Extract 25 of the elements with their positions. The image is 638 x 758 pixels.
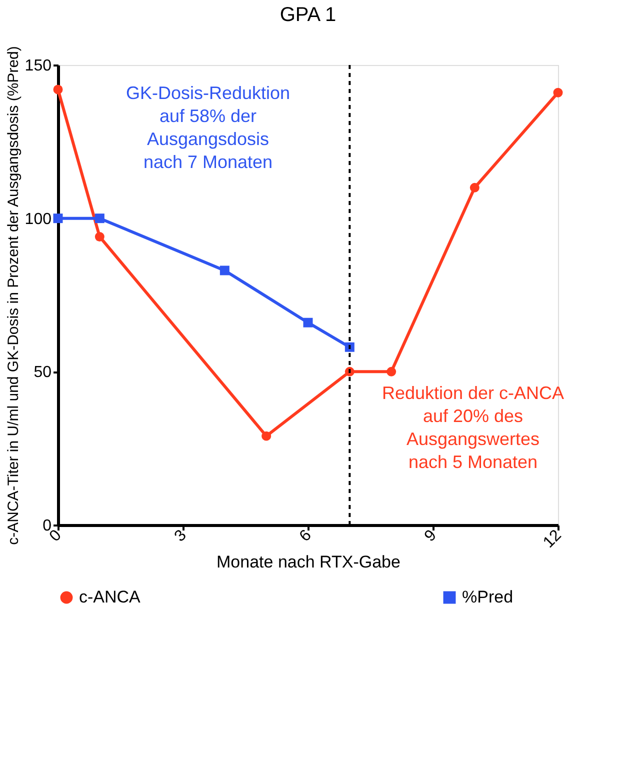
y-tick-label: 50 (34, 364, 52, 382)
chart-title: GPA 1 (280, 4, 336, 26)
annotation: GK-Dosis-Reduktion auf 58% der Ausgangsdosis nach 7 Monaten (126, 83, 290, 172)
x-axis-title: Monate nach RTX-Gabe (216, 552, 400, 572)
point (303, 318, 313, 328)
x-tick-label: 12 (540, 526, 565, 552)
y-tick-label: 150 (24, 58, 52, 74)
point (553, 88, 563, 98)
point (470, 182, 480, 192)
point (220, 266, 230, 276)
annotation: Reduktion der c-ANCA auf 20% des Ausgangswertes nach 5 Monaten (382, 383, 564, 472)
point (262, 431, 272, 441)
x-tick-label: 6 (296, 526, 315, 546)
y-tick-label: 100 (24, 210, 52, 228)
x-tick-label: 3 (172, 526, 190, 546)
point (94, 232, 104, 242)
point (344, 342, 354, 352)
point (53, 84, 63, 94)
y-axis-title: c-ANCA-Titer in U/ml und GK-Dosis in Prozent der Ausgangsdosis (%Pred) (4, 46, 22, 545)
point (94, 214, 104, 224)
x-tick-label: 9 (422, 526, 440, 546)
point (53, 214, 63, 224)
legend-label: c-ANCA (79, 588, 142, 607)
point (386, 366, 396, 376)
legend-label: %Pred (462, 588, 514, 607)
